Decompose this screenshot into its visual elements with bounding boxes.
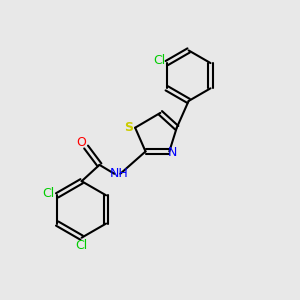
Text: S: S xyxy=(124,121,133,134)
Text: Cl: Cl xyxy=(153,54,166,67)
Text: Cl: Cl xyxy=(42,187,54,200)
Text: NH: NH xyxy=(110,167,128,180)
Text: Cl: Cl xyxy=(76,238,88,252)
Text: N: N xyxy=(168,146,177,160)
Text: O: O xyxy=(77,136,87,149)
